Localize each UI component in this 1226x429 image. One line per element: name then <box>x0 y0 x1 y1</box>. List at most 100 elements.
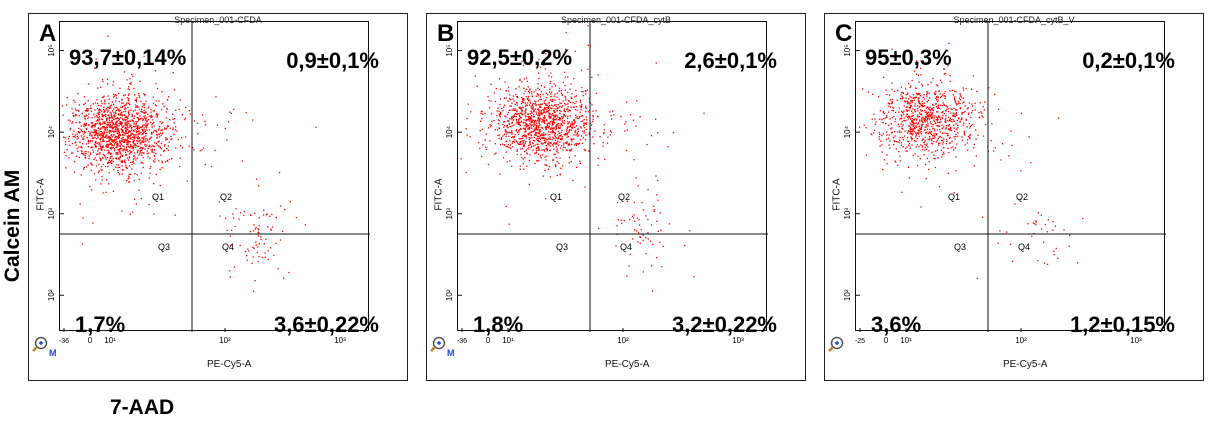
data-point <box>98 109 100 112</box>
data-point <box>252 119 254 121</box>
data-point <box>550 76 553 78</box>
data-point <box>940 149 942 151</box>
data-point <box>520 108 522 110</box>
data-point <box>567 103 569 105</box>
data-point <box>534 152 536 154</box>
data-point <box>629 253 631 256</box>
data-point <box>121 140 123 143</box>
data-point <box>245 112 247 114</box>
data-point <box>597 74 599 76</box>
data-point <box>520 154 522 156</box>
data-point <box>582 95 584 97</box>
data-point <box>962 102 964 104</box>
data-point <box>129 124 132 126</box>
data-point <box>934 115 936 117</box>
data-point <box>530 119 532 121</box>
data-point <box>119 142 121 144</box>
data-point <box>91 137 94 139</box>
data-point <box>925 177 927 180</box>
data-point <box>132 120 134 122</box>
data-point <box>588 150 590 152</box>
data-point <box>950 126 952 128</box>
data-point <box>997 242 999 244</box>
data-point <box>122 154 124 157</box>
data-point <box>524 121 526 123</box>
data-point <box>952 115 954 117</box>
data-point <box>936 149 938 151</box>
data-point <box>943 103 945 106</box>
data-point <box>926 128 929 130</box>
data-point <box>120 160 122 162</box>
data-point <box>932 103 934 105</box>
data-point <box>121 160 123 162</box>
data-point <box>515 122 518 124</box>
data-point <box>912 114 914 117</box>
data-point <box>139 118 141 121</box>
data-point <box>571 140 573 142</box>
data-point <box>535 128 537 130</box>
y-tick-label: 10⁴ <box>47 125 56 138</box>
data-point <box>568 156 570 159</box>
data-point <box>519 142 521 144</box>
data-point <box>128 173 130 176</box>
data-point <box>557 126 560 128</box>
data-point <box>116 124 118 126</box>
data-point <box>528 92 531 94</box>
data-point <box>897 89 899 92</box>
data-point <box>909 106 911 109</box>
magnifier-icon[interactable] <box>32 335 55 362</box>
data-point <box>611 118 613 120</box>
data-point <box>557 140 559 142</box>
data-point <box>517 123 520 125</box>
data-point <box>938 136 940 138</box>
data-point <box>577 128 579 131</box>
data-point <box>76 114 78 116</box>
data-point <box>518 106 520 108</box>
data-point <box>113 115 115 117</box>
data-point <box>540 98 542 101</box>
data-point <box>80 146 82 148</box>
data-point <box>137 149 139 152</box>
data-point <box>537 146 539 148</box>
data-point <box>497 134 499 136</box>
data-point <box>949 75 951 77</box>
data-point <box>585 107 588 109</box>
data-point <box>110 160 113 162</box>
data-point <box>97 112 99 114</box>
data-point <box>538 109 540 111</box>
magnifier-icon[interactable] <box>828 335 851 362</box>
data-point <box>155 105 157 107</box>
data-point <box>91 125 93 127</box>
data-point <box>924 109 926 111</box>
magnifier-icon[interactable] <box>430 335 453 362</box>
data-point <box>521 109 523 112</box>
data-point <box>460 158 462 160</box>
data-point <box>481 155 483 158</box>
data-point <box>913 122 915 125</box>
data-point <box>529 137 531 139</box>
data-point <box>923 138 925 140</box>
data-point <box>197 133 199 135</box>
data-point <box>545 141 547 143</box>
data-point <box>479 130 481 132</box>
data-point <box>641 201 643 204</box>
data-point <box>151 150 154 152</box>
data-point <box>656 194 658 196</box>
data-point <box>229 111 231 113</box>
data-point <box>138 145 140 147</box>
data-point <box>487 96 489 98</box>
data-point <box>121 129 124 131</box>
data-point <box>939 118 941 121</box>
data-point <box>537 143 539 145</box>
data-point <box>101 135 104 137</box>
data-point <box>898 150 900 153</box>
data-point <box>942 141 944 143</box>
data-point <box>95 165 98 167</box>
data-point <box>575 89 577 92</box>
data-point <box>144 144 146 146</box>
data-point <box>159 126 161 128</box>
data-point <box>539 94 542 96</box>
data-point <box>636 230 638 232</box>
data-point <box>115 141 117 143</box>
data-point <box>949 80 951 83</box>
